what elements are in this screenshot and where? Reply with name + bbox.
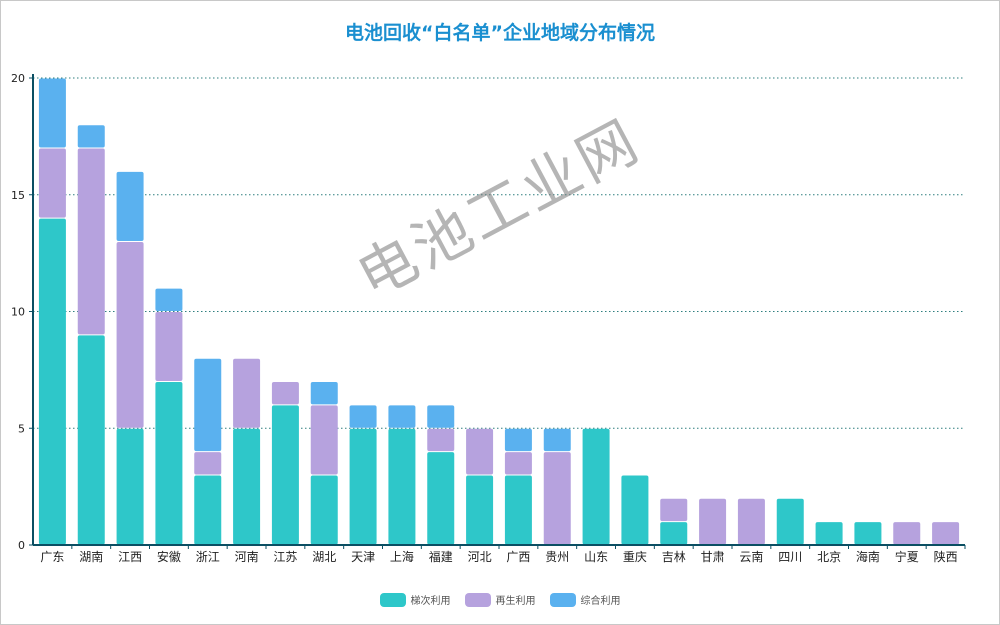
bar-segment bbox=[77, 335, 105, 545]
x-tick-label: 海南 bbox=[856, 549, 880, 564]
legend-swatch bbox=[379, 592, 406, 607]
bar-segment bbox=[310, 382, 338, 405]
bar-segment bbox=[660, 498, 688, 522]
legend-label: 再生利用 bbox=[495, 596, 536, 607]
legend-swatch bbox=[464, 592, 491, 607]
y-tick-label: 15 bbox=[11, 189, 25, 202]
bar-segment bbox=[932, 522, 960, 545]
bar-segment bbox=[233, 428, 261, 545]
x-tick-label: 浙江 bbox=[196, 550, 220, 564]
x-tick-label: 福建 bbox=[429, 549, 453, 564]
legend-label: 梯次利用 bbox=[410, 596, 451, 607]
legend-item[interactable]: 再生利用 bbox=[464, 592, 536, 607]
bar-segment bbox=[349, 405, 377, 428]
x-tick-label: 北京 bbox=[817, 550, 841, 564]
bar-segment bbox=[271, 382, 299, 405]
x-tick-label: 天津 bbox=[351, 550, 375, 564]
x-tick-label: 江苏 bbox=[273, 550, 297, 564]
x-tick-label: 广西 bbox=[506, 550, 530, 564]
x-tick-label: 湖南 bbox=[79, 549, 103, 564]
legend-swatch bbox=[549, 592, 576, 607]
x-tick-label: 河南 bbox=[235, 549, 259, 564]
bar-segment bbox=[388, 428, 416, 545]
legend-item[interactable]: 梯次利用 bbox=[379, 592, 451, 607]
legend: 梯次利用 再生利用 综合利用 bbox=[0, 592, 1000, 607]
x-tick-label: 山东 bbox=[584, 550, 608, 564]
x-tick-label: 安徽 bbox=[157, 549, 181, 564]
bar-segment bbox=[776, 498, 804, 545]
bar-segment bbox=[38, 148, 66, 218]
bar-segment bbox=[77, 148, 105, 335]
bar-segment bbox=[116, 171, 144, 241]
x-tick-label: 甘肃 bbox=[701, 550, 725, 564]
legend-label: 综合利用 bbox=[580, 596, 621, 607]
bar-segment bbox=[466, 475, 494, 545]
x-tick-label: 宁夏 bbox=[895, 549, 919, 564]
bar-segment bbox=[155, 312, 183, 382]
bar-segment bbox=[310, 475, 338, 545]
bar-segment bbox=[116, 241, 144, 428]
bar-segment bbox=[543, 428, 571, 452]
bar-segment bbox=[194, 358, 222, 452]
bar-segment bbox=[271, 405, 299, 545]
bar-segment bbox=[815, 522, 843, 545]
bar-segment bbox=[77, 125, 105, 148]
bar-segment bbox=[310, 405, 338, 475]
y-tick-label: 5 bbox=[18, 422, 25, 435]
bar-segment bbox=[155, 288, 183, 311]
x-tick-label: 河北 bbox=[468, 550, 492, 564]
bar-segment bbox=[194, 475, 222, 545]
bar-segment bbox=[466, 428, 494, 475]
bar-segment bbox=[504, 428, 532, 452]
x-tick-label: 贵州 bbox=[545, 550, 569, 564]
x-tick-label: 江西 bbox=[118, 550, 142, 564]
bar-segment bbox=[116, 428, 144, 545]
bar-segment bbox=[854, 522, 882, 545]
chart-title: 电池回收“白名单”企业地域分布情况 bbox=[345, 22, 655, 44]
y-tick-label: 0 bbox=[18, 539, 25, 552]
x-tick-label: 重庆 bbox=[623, 550, 647, 564]
bar-segment bbox=[427, 405, 455, 428]
bar-segment bbox=[737, 498, 765, 545]
y-tick-label: 10 bbox=[11, 306, 25, 319]
bar-segment bbox=[155, 382, 183, 545]
bar-segment bbox=[427, 428, 455, 452]
bar-segment bbox=[427, 452, 455, 545]
x-tick-label: 陕西 bbox=[934, 549, 958, 564]
bar-segment bbox=[699, 498, 727, 545]
bar-segment bbox=[349, 428, 377, 545]
bar-segment bbox=[388, 405, 416, 428]
legend-item[interactable]: 综合利用 bbox=[549, 592, 621, 607]
x-tick-label: 四川 bbox=[778, 550, 802, 564]
bar-segment bbox=[194, 452, 222, 475]
bar-segment bbox=[582, 428, 610, 545]
bar-segment bbox=[504, 452, 532, 475]
x-tick-label: 上海 bbox=[390, 549, 414, 564]
bar-segment bbox=[233, 358, 261, 428]
x-tick-label: 湖北 bbox=[312, 549, 336, 564]
bar-segment bbox=[893, 522, 921, 545]
bar-segment bbox=[660, 522, 688, 545]
x-tick-label: 云南 bbox=[739, 549, 763, 564]
bar-segment bbox=[38, 218, 66, 545]
x-tick-label: 吉林 bbox=[662, 550, 686, 564]
y-tick-label: 20 bbox=[11, 72, 25, 85]
bar-segment bbox=[621, 475, 649, 545]
x-tick-label: 广东 bbox=[40, 550, 64, 564]
bar-segment bbox=[543, 452, 571, 545]
bar-segment bbox=[38, 78, 66, 148]
bar-segment bbox=[504, 475, 532, 545]
